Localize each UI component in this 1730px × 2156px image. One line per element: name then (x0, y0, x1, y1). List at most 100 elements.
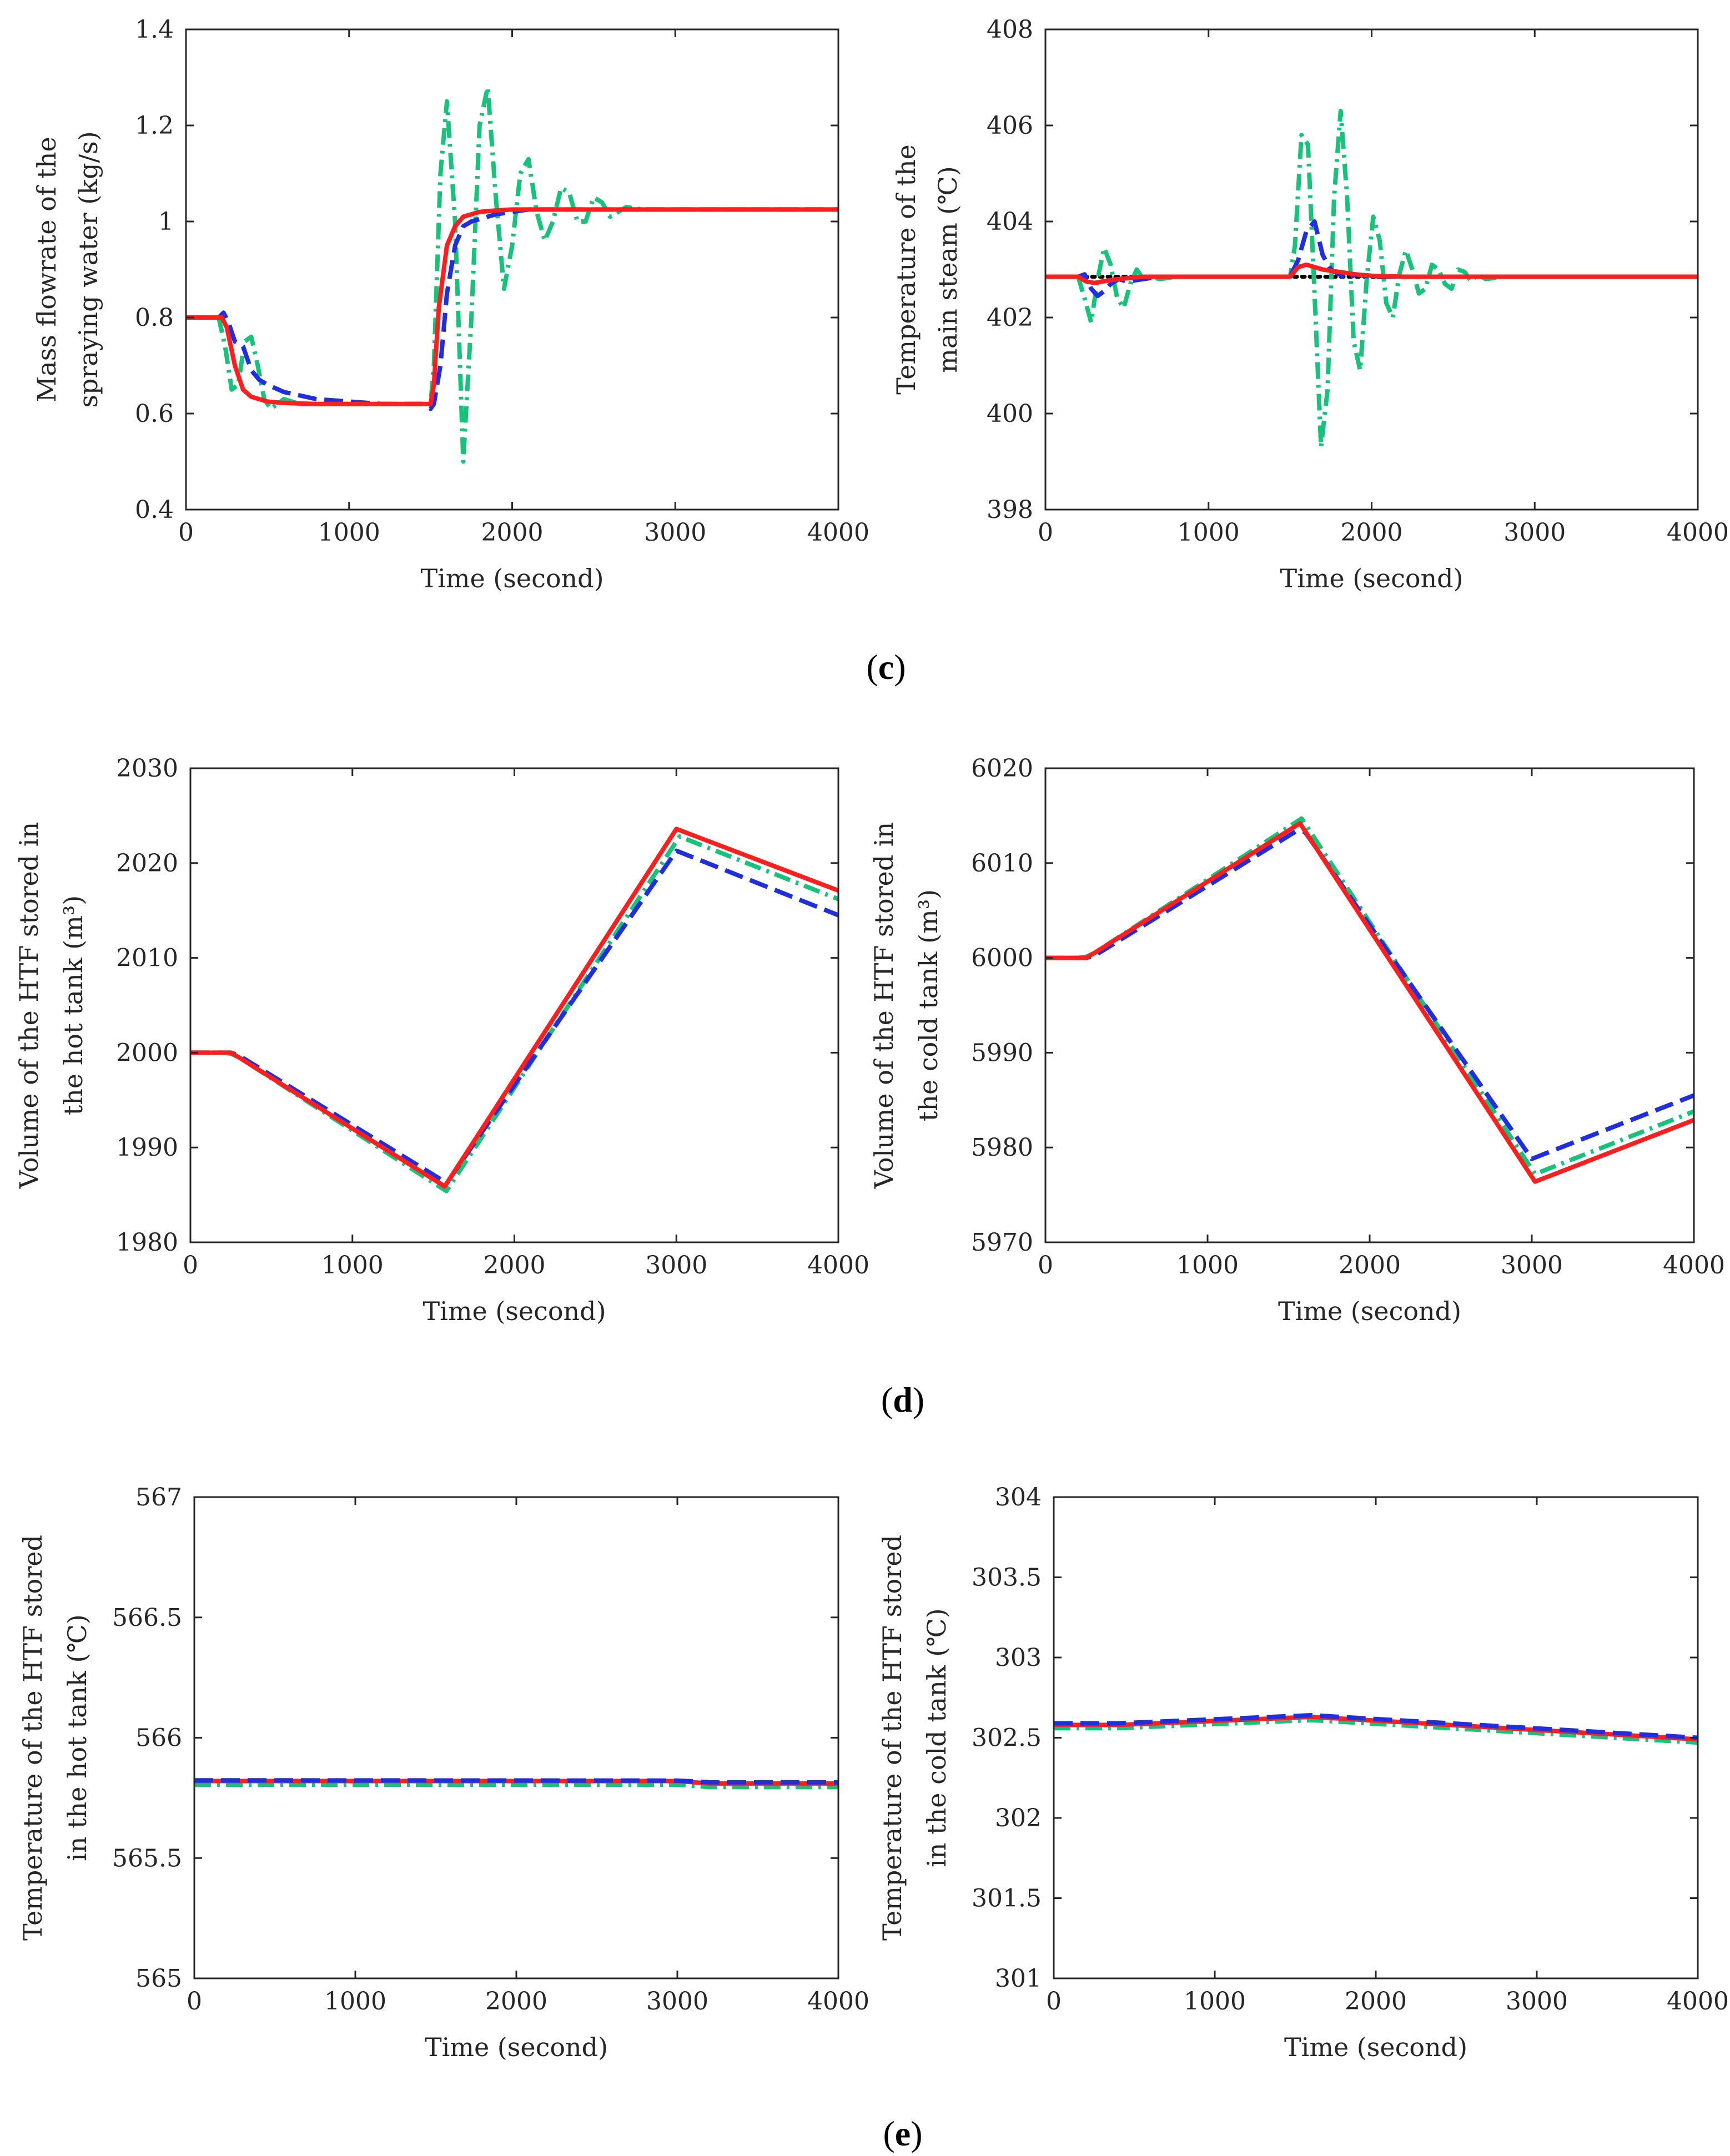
y-axis-label-line-2: the hot tank (m³) (58, 895, 88, 1115)
x-tick-label: 2000 (484, 1251, 546, 1280)
x-tick-label: 1000 (321, 1251, 384, 1280)
series-line-red (190, 827, 838, 1189)
y-tick-label: 6020 (971, 754, 1033, 783)
x-tick-label: 0 (1038, 518, 1053, 547)
x-tick-label: 1000 (324, 1987, 386, 2016)
y-tick-label: 400 (987, 400, 1033, 428)
plot-area (1045, 109, 1698, 450)
y-tick-label: 303.5 (972, 1564, 1042, 1592)
x-tick-label: 2000 (485, 1987, 547, 2016)
x-tick-label: 1000 (1178, 518, 1240, 547)
x-axis-label: Time (second) (423, 1296, 606, 1326)
series-line-green (1045, 109, 1698, 450)
y-tick-label: 406 (987, 112, 1033, 140)
x-tick-label: 2000 (481, 518, 544, 547)
x-tick-label: 1000 (318, 518, 380, 547)
series-line-red (1045, 821, 1694, 1184)
x-tick-label: 0 (183, 1251, 198, 1280)
series-line-green (194, 1782, 838, 1790)
x-tick-label: 0 (1046, 1987, 1062, 2016)
y-axis-label-line-2: spraying water (kg/s) (73, 131, 103, 407)
y-tick-label: 2030 (116, 754, 178, 783)
x-axis-label: Time (second) (1280, 563, 1463, 593)
chart-d-left: 0 1000 2000 3000 4000 1980 1990 2000 2010 2020 203… (14, 754, 869, 1326)
chart-e-left: 0 1000 2000 3000 4000 565 565.5 566 566.5 567 Time… (18, 1483, 869, 2062)
y-axis-label-line-1: Temperature of the HTF stored (877, 1535, 907, 1941)
x-tick-label: 4000 (1667, 518, 1729, 547)
x-tick-label: 4000 (1663, 1251, 1725, 1280)
y-tick-label: 6010 (971, 849, 1033, 878)
y-tick-label: 0.4 (135, 496, 174, 524)
plot-area (190, 827, 838, 1193)
y-tick-label: 1 (158, 208, 174, 236)
y-tick-label: 0.6 (135, 400, 174, 428)
y-tick-label: 565 (135, 1964, 182, 1993)
plot-area (186, 84, 838, 464)
y-tick-label: 2020 (116, 849, 178, 878)
plot-area (1054, 1713, 1698, 1745)
y-axis-label-line-1: Mass flowrate of the (32, 137, 62, 402)
y-tick-label: 402 (987, 304, 1033, 332)
x-tick-label: 4000 (807, 1987, 869, 2016)
x-tick-label: 0 (1038, 1251, 1053, 1280)
y-axis-label-line-2: in the cold tank (℃) (922, 1608, 952, 1867)
x-tick-label: 2000 (1341, 518, 1403, 547)
panel-label-e: (e) (883, 2114, 922, 2153)
x-axis-label: Time (second) (1278, 1296, 1461, 1326)
y-tick-label: 567 (135, 1483, 182, 1512)
panel-label-c: (c) (866, 647, 906, 687)
y-tick-label: 1.4 (135, 16, 174, 44)
x-tick-label: 2000 (1345, 1987, 1407, 2016)
y-tick-label: 566 (135, 1724, 182, 1752)
plot-area (194, 1778, 838, 1790)
x-axis-label: Time (second) (425, 2032, 608, 2062)
series-line-red (1045, 262, 1698, 285)
y-axis-label-line-1: Temperature of the HTF stored (18, 1535, 48, 1941)
y-tick-label: 1980 (116, 1228, 178, 1257)
plot-area (1045, 816, 1694, 1184)
y-tick-label: 1990 (116, 1134, 178, 1162)
y-axis-label-line-1: Temperature of the (891, 144, 921, 395)
panel-label-d: (d) (881, 1380, 924, 1419)
chart-c-left: 0 1000 2000 3000 4000 0.4 0.6 0.8 1 1.2 1.4 Time (s… (32, 16, 869, 593)
y-axis-label-line-1: Volume of the HTF stored in (14, 822, 44, 1190)
y-tick-label: 2010 (116, 944, 178, 973)
x-tick-label: 1000 (1176, 1251, 1239, 1280)
y-tick-label: 566.5 (112, 1604, 182, 1632)
x-tick-label: 3000 (646, 1987, 708, 2016)
x-tick-label: 4000 (1667, 1987, 1729, 2016)
x-tick-label: 2000 (1339, 1251, 1401, 1280)
series-line-blue (1054, 1713, 1698, 1740)
y-tick-label: 2000 (116, 1039, 178, 1067)
y-axis-label-line-2: in the hot tank (℃) (62, 1614, 92, 1861)
x-tick-label: 3000 (645, 1251, 707, 1280)
x-axis-label: Time (second) (420, 563, 604, 593)
x-axis-label: Time (second) (1284, 2032, 1467, 2062)
y-tick-label: 301.5 (972, 1885, 1042, 1913)
y-tick-label: 302 (995, 1804, 1042, 1832)
x-tick-label: 3000 (644, 518, 706, 547)
x-tick-label: 4000 (807, 518, 869, 547)
y-tick-label: 404 (987, 208, 1033, 236)
y-tick-label: 5970 (971, 1228, 1033, 1257)
y-tick-label: 303 (995, 1644, 1042, 1672)
y-tick-label: 6000 (971, 944, 1033, 973)
chart-c-right: 0 1000 2000 3000 4000 398 400 402 404 406 408 Time … (891, 16, 1729, 593)
x-tick-label: 3000 (1501, 1251, 1563, 1280)
y-tick-label: 408 (987, 16, 1033, 44)
y-tick-label: 0.8 (135, 304, 174, 332)
x-tick-label: 0 (187, 1987, 202, 2016)
y-tick-label: 5980 (971, 1134, 1033, 1162)
x-tick-label: 4000 (807, 1251, 869, 1280)
y-axis-label-line-1: Volume of the HTF stored in (869, 822, 899, 1190)
series-line-red (186, 207, 838, 406)
y-tick-label: 304 (995, 1483, 1042, 1512)
y-tick-label: 1.2 (135, 112, 174, 140)
series-line-blue (194, 1778, 838, 1785)
x-tick-label: 3000 (1503, 518, 1566, 547)
x-tick-label: 3000 (1506, 1987, 1568, 2016)
chart-e-right: 0 1000 2000 3000 4000 301 301.5 302 302.5 303 303.… (877, 1483, 1729, 2062)
series-line-green (186, 84, 838, 464)
